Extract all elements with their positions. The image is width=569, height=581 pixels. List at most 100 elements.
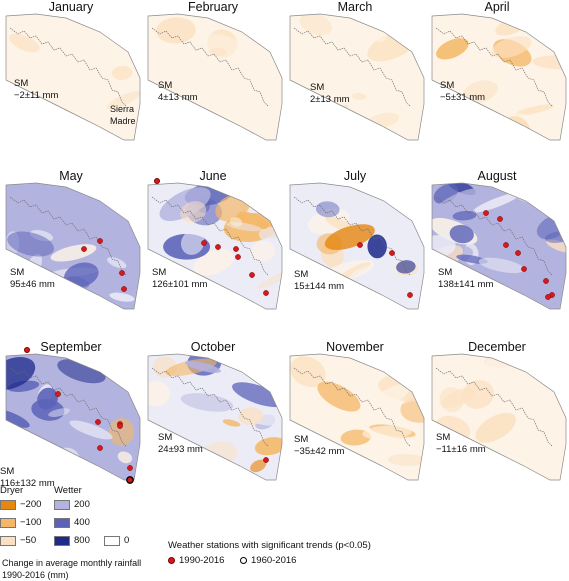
stations-legend-title: Weather stations with significant trends… xyxy=(168,540,371,551)
month-map-panel: October SM 24±93 mm xyxy=(142,340,284,513)
legend-bin-label: 200 xyxy=(74,499,90,510)
legend-caption: Change in average monthly rainfall 1990-… xyxy=(2,558,142,580)
legend-swatch xyxy=(0,536,16,546)
sm-label: SM −2±11 mm xyxy=(14,78,59,101)
legend-swatch xyxy=(0,500,16,510)
station-marker xyxy=(126,476,134,484)
month-map-panel: February SM 4±13 mm xyxy=(142,0,284,173)
station-marker xyxy=(55,391,61,397)
station-marker xyxy=(233,246,239,252)
legend-swatch xyxy=(54,518,70,528)
month-title: March xyxy=(337,0,373,14)
sm-label: SM −11±16 mm xyxy=(436,432,486,455)
month-title: January xyxy=(48,0,94,14)
station-marker xyxy=(515,250,521,256)
month-map xyxy=(5,182,141,310)
month-title: August xyxy=(477,169,517,183)
month-title: April xyxy=(484,0,510,14)
month-title: February xyxy=(187,0,239,14)
sm-label: SM −35±42 mm xyxy=(294,434,345,457)
station-marker xyxy=(81,246,87,252)
legend-dryer-label: Dryer xyxy=(0,485,24,496)
range-label: Sierra Madre xyxy=(110,104,136,126)
station-marker xyxy=(263,457,269,463)
month-map xyxy=(289,353,425,481)
month-title: June xyxy=(199,169,227,183)
month-map-panel: August SM 138±141 mm xyxy=(426,169,568,342)
month-map-panel: June SM 126±101 mm xyxy=(142,169,284,342)
station-marker xyxy=(24,347,30,353)
station-marker xyxy=(407,292,413,298)
stations-legend-item-1960: 1960-2016 xyxy=(240,555,296,566)
month-map-panel: September SM 116±132 mm xyxy=(0,340,142,513)
station-marker xyxy=(97,445,103,451)
station-marker xyxy=(117,423,123,429)
sm-label: SM 24±93 mm xyxy=(158,432,203,455)
sm-label: SM 95±46 mm xyxy=(10,267,55,290)
red-dot-icon xyxy=(168,557,175,564)
month-map xyxy=(289,182,425,310)
station-marker xyxy=(201,240,207,246)
ring-icon xyxy=(240,557,247,564)
rainfall-change-legend: Dryer Wetter −200 −100 −50 200 400 800 0… xyxy=(0,485,150,580)
legend-bin-label: 800 xyxy=(74,535,90,546)
weather-stations-legend: Weather stations with significant trends… xyxy=(168,540,468,572)
month-title: October xyxy=(190,340,236,354)
monthly-map-grid: January SM −2±11 mm Sierra Madre February SM 4±… xyxy=(0,0,568,513)
legend-bin-label: 0 xyxy=(124,535,130,546)
station-marker xyxy=(357,242,363,248)
month-map-panel: May SM 95±46 mm xyxy=(0,169,142,342)
month-map xyxy=(431,182,567,310)
station-marker xyxy=(119,270,125,276)
month-title: December xyxy=(468,340,526,354)
sm-label: SM 138±141 mm xyxy=(438,267,494,290)
legend-swatch xyxy=(0,518,16,528)
month-title: November xyxy=(326,340,384,354)
month-map-panel: April SM −5±31 mm xyxy=(426,0,568,173)
station-marker xyxy=(121,286,127,292)
month-map xyxy=(431,353,567,481)
month-map-panel: December SM −11±16 mm xyxy=(426,340,568,513)
legend-swatch xyxy=(54,536,70,546)
station-marker xyxy=(263,290,269,296)
stations-legend-item-1990: 1990-2016 xyxy=(168,555,224,566)
station-marker xyxy=(483,210,489,216)
station-marker xyxy=(543,278,549,284)
legend-bin-label: −200 xyxy=(20,499,42,510)
sm-label: SM 15±144 mm xyxy=(294,269,345,292)
month-map-panel: July SM 15±144 mm xyxy=(284,169,426,342)
month-map xyxy=(147,182,283,310)
legend-swatch xyxy=(104,536,120,546)
month-map-panel: November SM −35±42 mm xyxy=(284,340,426,513)
month-title: September xyxy=(40,340,102,354)
month-map xyxy=(431,13,567,141)
sm-label: SM 2±13 mm xyxy=(310,82,350,105)
month-map xyxy=(5,13,141,141)
station-marker xyxy=(154,178,160,184)
legend-swatch xyxy=(54,500,70,510)
station-marker xyxy=(503,242,509,248)
legend-bin-label: −100 xyxy=(20,517,42,528)
station-marker xyxy=(249,272,255,278)
station-marker xyxy=(127,465,133,471)
month-map xyxy=(147,13,283,141)
station-marker xyxy=(97,238,103,244)
legend-bin-label: −50 xyxy=(20,535,37,546)
station-marker xyxy=(497,216,503,222)
station-marker xyxy=(235,254,241,260)
month-map xyxy=(289,13,425,141)
month-map xyxy=(5,353,141,484)
station-marker xyxy=(521,266,527,272)
month-map-panel: March SM 2±13 mm xyxy=(284,0,426,173)
sm-label: SM 4±13 mm xyxy=(158,80,198,103)
stations-legend-label: 1990-2016 xyxy=(179,555,225,566)
month-map-panel: January SM −2±11 mm Sierra Madre xyxy=(0,0,142,173)
sm-label: SM 116±132 mm xyxy=(0,466,55,489)
month-title: May xyxy=(59,169,83,183)
sm-label: SM 126±101 mm xyxy=(152,267,208,290)
legend-bin-label: 400 xyxy=(74,517,90,528)
station-marker xyxy=(545,294,551,300)
station-marker xyxy=(95,419,101,425)
month-title: July xyxy=(343,169,367,183)
stations-legend-label: 1960-2016 xyxy=(251,555,297,566)
